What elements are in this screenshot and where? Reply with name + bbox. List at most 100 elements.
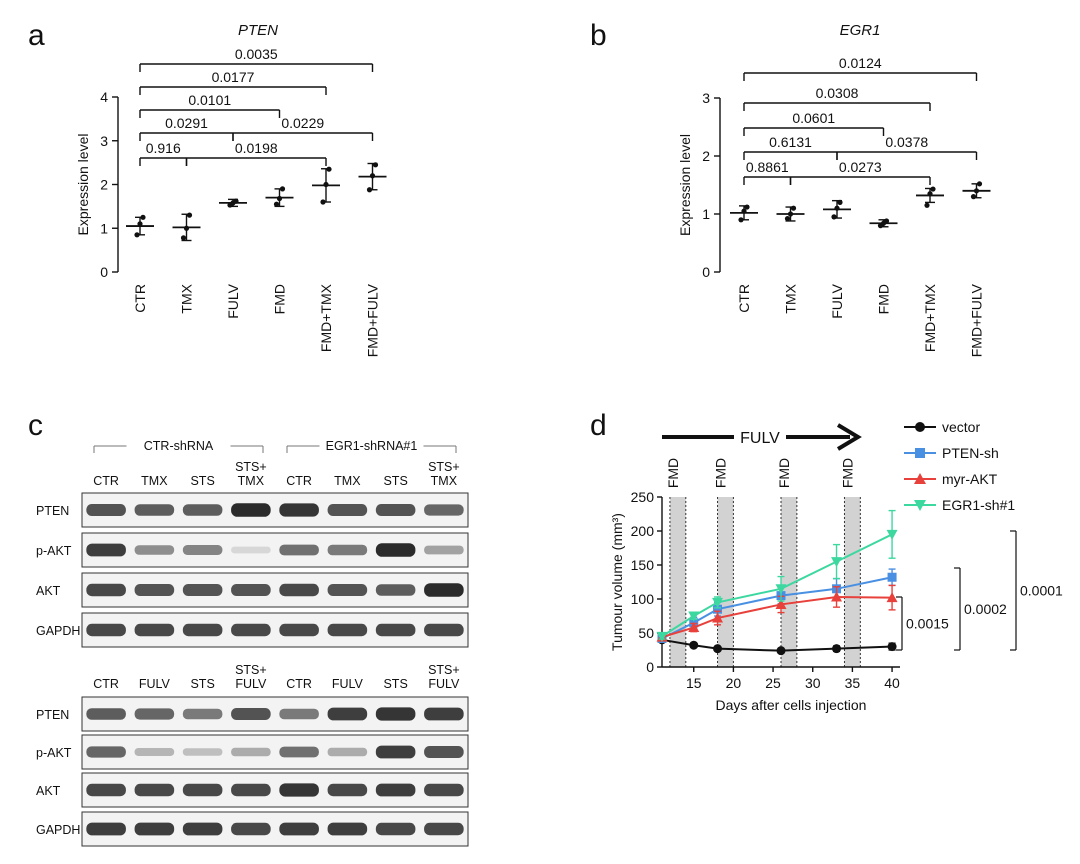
chart-title: EGR1 [840,22,881,39]
data-point [366,187,373,193]
series-point [712,612,724,623]
series-line [661,595,893,639]
p-value-label: 0.0291 [165,115,208,131]
series-point [832,644,842,654]
x-tick-label: TMX [783,283,799,313]
blot-band [182,504,223,516]
series-point [713,644,723,654]
legend-swatch-marker [914,473,926,484]
blot-band [231,503,271,517]
panel-b-egr1-chart: EGR1 0 1 2 3 Expression level CTR TMX FULV FMD FMD… [677,22,991,357]
legend-label: PTEN-sh [942,445,999,461]
fulv-arrow-head [836,423,862,451]
p-value-label: 0.0601 [792,110,835,126]
y-axis-label: Expression level [677,134,693,236]
blot-band [182,822,223,836]
blot-band [134,545,175,555]
y-tick-label: 4 [100,89,108,105]
blot-band [424,746,464,758]
panel-d-tumour-growth-chart: FULV FMD FMD FMD FMD 0 50 100 150 200 250 15 20 25 30 3… [609,419,1063,713]
blot-band [231,623,271,637]
blot-band [231,822,271,836]
y-tick-label: 50 [638,625,654,641]
blot-band [86,583,126,597]
blot-band [424,545,464,555]
blot-band [279,783,319,797]
series-point [712,597,724,608]
blot-band [375,504,416,516]
data-point [883,218,890,224]
x-tick-label: FMD [272,284,288,314]
x-tick-label: 15 [686,675,702,691]
blot-band [375,745,416,759]
lane-label: STS+ FULV [235,663,267,691]
blot-band [134,708,175,720]
data-point [323,181,329,188]
fulv-arrow-label: FULV [740,430,780,447]
data-point [973,188,980,194]
blot-band [375,584,416,596]
blot-band [134,822,175,836]
fmd-window-label: FMD [776,458,792,488]
p-value-label: 0.0198 [235,140,278,156]
legend-swatch-marker [914,500,926,511]
x-tick-label: 30 [805,675,821,691]
lane-label-line: STS+ [235,460,267,474]
lane-label: FULV [139,677,171,691]
blot-band [327,783,368,797]
p-value-label: 0.0273 [839,159,882,175]
blot-band [279,544,319,556]
y-tick-label: 2 [702,148,710,164]
blot-row-label: PTEN [36,708,69,722]
y-tick-label: 100 [631,591,655,607]
data-point [180,235,187,241]
data-point [970,194,977,200]
blot-band [424,783,464,797]
blot-band [375,707,416,721]
series-point [887,642,897,652]
panel-b-letter: b [590,19,607,52]
blot-band [327,707,368,721]
blot-band [182,783,223,797]
x-tick-label: 40 [884,675,900,691]
p-value-label: 0.0229 [281,115,324,131]
lane-label-line: FULV [235,677,267,691]
blot-band [424,707,464,721]
lane-label: STS+ TMX [235,460,267,488]
blot-band [424,504,464,516]
blot-band [134,748,175,756]
fmd-window-label: FMD [712,458,728,488]
series-point [886,592,898,603]
blot-band [182,584,223,596]
series-point [713,604,723,614]
group-label-bg [126,438,231,452]
blot-row-label: AKT [36,784,61,798]
fmd-window-label: FMD [665,458,681,488]
data-point [273,201,280,207]
series-point [656,631,668,642]
data-point [372,162,379,168]
blot-band [327,584,368,596]
data-point [279,186,286,192]
x-tick-label: 20 [726,675,742,691]
pvalue-bracket-label: 0.0001 [1020,583,1063,599]
lane-label: STS [383,677,407,691]
series-line [661,638,893,652]
lane-label: STS [190,474,214,488]
fmd-window [781,497,797,667]
blot-band [182,748,223,756]
lane-label: STS+ TMX [428,460,460,488]
blot-band [424,822,464,836]
data-point [930,186,936,192]
y-tick-label: 0 [702,264,710,280]
blot-row-label: AKT [36,584,61,598]
blot-band [86,504,126,516]
blot-band [375,783,416,797]
group-label: EGR1-shRNA#1 [326,439,418,453]
x-tick-label: CTR [132,284,148,313]
blot-band [279,746,319,758]
lane-label-line: STS+ [428,460,460,474]
data-point [784,216,791,222]
panel-c-letter: c [28,409,43,442]
